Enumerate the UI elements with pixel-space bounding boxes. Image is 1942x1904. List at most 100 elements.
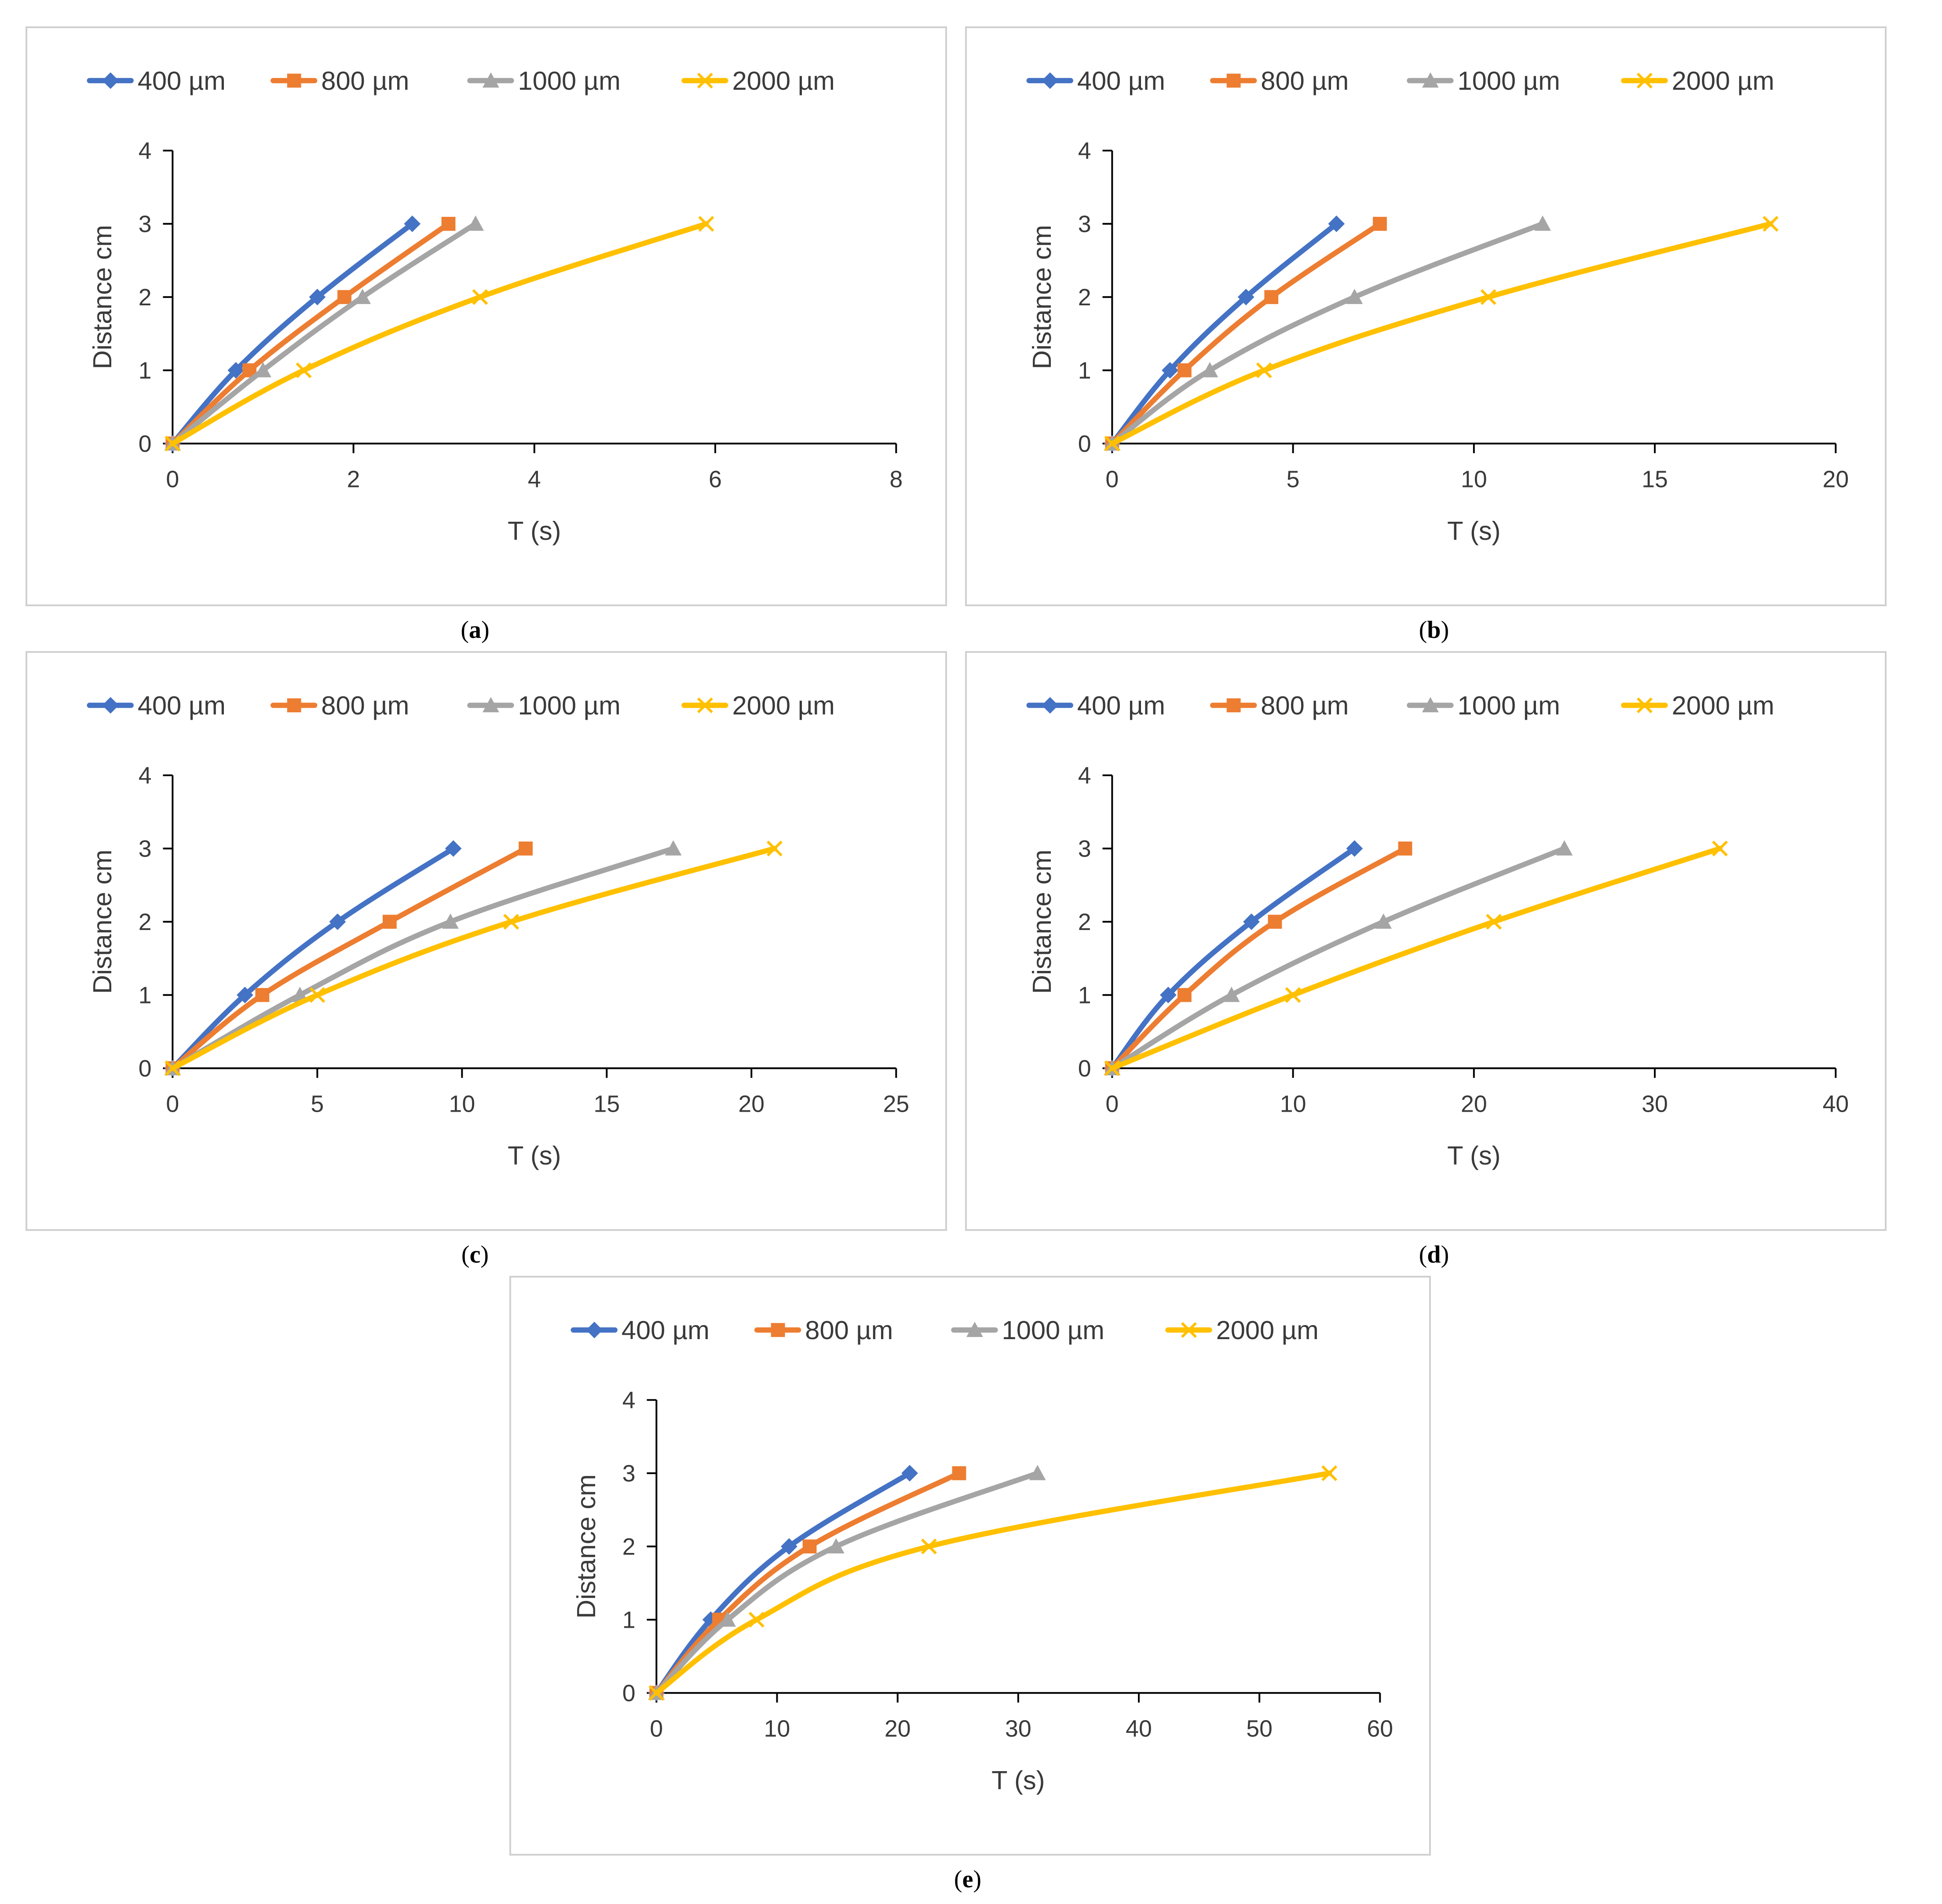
- y-tick-label: 4: [1078, 138, 1091, 164]
- chart-panel-c: 0 1 2 3 4 0 5 10 15 20 25 T (s) Distance cm 400 µm 800…: [26, 651, 947, 1231]
- data-point: [1763, 216, 1779, 232]
- y-tick-label: 1: [1078, 982, 1091, 1009]
- series-line: [170, 846, 777, 1071]
- y-axis-label: Distance cm: [1027, 225, 1057, 369]
- y-tick-label: 1: [139, 982, 152, 1009]
- y-tick-label: 2: [1078, 284, 1091, 311]
- legend-marker: [1226, 698, 1241, 713]
- legend-label: 2000 µm: [1672, 66, 1774, 95]
- legend-entry: 400 µm: [1026, 691, 1165, 720]
- data-point: [1104, 436, 1120, 452]
- x-tick-label: 5: [311, 1091, 324, 1117]
- x-tick-label: 40: [1126, 1716, 1152, 1742]
- y-tick-label: 3: [622, 1461, 636, 1487]
- data-point: [445, 840, 462, 857]
- data-point: [766, 840, 783, 857]
- legend-entry: 400 µm: [1026, 66, 1165, 95]
- data-point: [648, 1685, 665, 1701]
- data-point: [719, 1611, 736, 1627]
- legend-label: 2000 µm: [732, 691, 835, 720]
- legend-marker: [102, 697, 119, 714]
- caption-c: (c): [461, 1241, 489, 1268]
- legend-entry: 1000 µm: [467, 66, 621, 95]
- data-point: [1177, 988, 1192, 1002]
- series-line: [654, 1470, 1040, 1696]
- y-tick-label: 4: [622, 1387, 636, 1413]
- x-axis-label: T (s): [508, 516, 561, 546]
- y-axis-label: Distance cm: [88, 225, 117, 369]
- legend-marker: [586, 1322, 603, 1339]
- x-tick-label: 20: [1461, 1091, 1487, 1117]
- data-point: [1480, 289, 1496, 305]
- series-line: [170, 221, 479, 447]
- legend-entry: 1000 µm: [951, 1315, 1104, 1345]
- legend-label: 400 µm: [138, 66, 226, 95]
- series-4: [1104, 216, 1779, 452]
- legend-marker: [1422, 697, 1439, 713]
- y-tick-label: 1: [139, 358, 152, 384]
- legend-entry: 800 µm: [754, 1315, 893, 1345]
- legend-entry: 1000 µm: [467, 691, 621, 720]
- caption-d: (d): [1419, 1241, 1449, 1268]
- x-tick-label: 60: [1367, 1716, 1393, 1742]
- data-point: [1162, 362, 1178, 379]
- series-3: [164, 215, 484, 451]
- data-point: [472, 289, 488, 305]
- data-point: [503, 914, 519, 930]
- data-point: [1285, 987, 1301, 1003]
- legend-marker: [966, 1322, 983, 1337]
- legend-marker: [1042, 72, 1059, 89]
- data-point: [1534, 215, 1551, 231]
- y-tick-label: 1: [1078, 358, 1091, 384]
- series-4: [165, 840, 783, 1076]
- legend-entry: 2000 µm: [681, 691, 835, 720]
- data-point: [1029, 1465, 1046, 1480]
- data-point: [1346, 840, 1363, 857]
- caption-c-letter: c: [469, 1241, 481, 1268]
- chart-svg-c: 0 1 2 3 4 0 5 10 15 20 25 T (s) Distance cm 400 µm 800…: [87, 691, 909, 1170]
- legend-label: 400 µm: [1077, 66, 1165, 95]
- chart-panel-b: 0 1 2 3 4 0 5 10 15 20 T (s) Distance cm 400 µm 800 µ…: [965, 26, 1887, 606]
- x-tick-label: 50: [1246, 1716, 1273, 1742]
- series-line: [1109, 221, 1339, 447]
- x-tick-label: 40: [1822, 1091, 1849, 1117]
- data-point: [921, 1538, 937, 1555]
- y-tick-label: 3: [1078, 836, 1091, 862]
- legend-label: 800 µm: [1261, 66, 1349, 95]
- data-point: [1264, 290, 1279, 304]
- x-tick-label: 10: [764, 1716, 790, 1742]
- data-point: [1243, 913, 1260, 930]
- x-tick-label: 8: [889, 466, 903, 493]
- series-line: [170, 846, 676, 1071]
- legend-marker: [483, 697, 499, 713]
- caption-a-letter: a: [469, 616, 481, 644]
- series-line: [1109, 221, 1546, 447]
- series-line: [1109, 221, 1774, 447]
- x-tick-label: 10: [1461, 466, 1487, 493]
- series-3: [648, 1465, 1046, 1700]
- y-tick-label: 3: [139, 211, 152, 238]
- x-axis-label: T (s): [508, 1141, 561, 1170]
- data-point: [748, 1611, 764, 1628]
- series-1: [1104, 840, 1363, 1077]
- series-4: [648, 1465, 1338, 1701]
- x-axis-label: T (s): [1447, 1141, 1500, 1170]
- data-point: [165, 436, 181, 452]
- data-point: [827, 1538, 845, 1554]
- legend-entry: 800 µm: [1210, 691, 1349, 720]
- y-axis-label: Distance cm: [88, 849, 117, 994]
- x-tick-label: 30: [1642, 1091, 1668, 1117]
- legend-entry: 400 µm: [571, 1315, 710, 1345]
- data-point: [309, 289, 326, 306]
- legend-label: 1000 µm: [1458, 66, 1560, 95]
- legend-label: 400 µm: [138, 691, 226, 720]
- series-line: [654, 1470, 913, 1696]
- legend-label: 1000 µm: [1002, 1315, 1104, 1345]
- series-2: [649, 1466, 966, 1700]
- y-tick-label: 0: [622, 1680, 636, 1706]
- legend-entry: 400 µm: [87, 66, 226, 95]
- series-line: [1109, 846, 1567, 1071]
- chart-svg-b: 0 1 2 3 4 0 5 10 15 20 T (s) Distance cm 400 µm 800 µ…: [1026, 66, 1849, 546]
- data-point: [901, 1465, 918, 1482]
- legend-entry: 1000 µm: [1407, 691, 1560, 720]
